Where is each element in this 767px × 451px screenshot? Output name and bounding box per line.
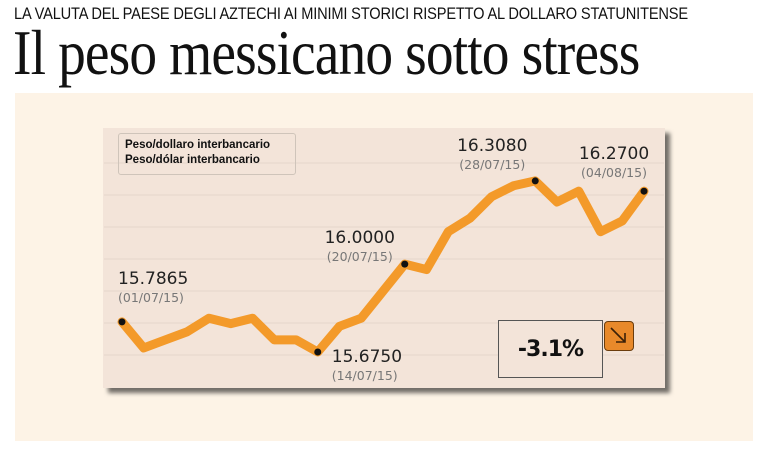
- legend: Peso/dollaro interbancario Peso/dólar in…: [118, 133, 296, 175]
- data-label-date: (28/07/15): [459, 157, 525, 172]
- data-label-value: 15.6750: [332, 347, 402, 367]
- data-label-value: 16.2700: [579, 144, 649, 164]
- data-label-date: (20/07/15): [327, 249, 393, 264]
- headline: Il peso messicano sotto stress: [13, 18, 640, 88]
- kicker: LA VALUTA DEL PAESE DEGLI AZTECHI AI MIN…: [14, 4, 688, 23]
- data-point-marker: [401, 260, 409, 268]
- data-label-value: 16.3080: [457, 136, 527, 156]
- data-label-date: (14/07/15): [332, 368, 398, 383]
- data-point-marker: [640, 187, 648, 195]
- data-point-marker: [314, 348, 322, 356]
- legend-label-it: Peso/dollaro interbancario: [125, 139, 271, 151]
- arrow-down-right-icon: [604, 321, 634, 351]
- data-point-marker: [531, 177, 539, 185]
- data-point-marker: [118, 318, 126, 326]
- change-badge: -3.1%: [498, 320, 603, 378]
- data-label-value: 15.7865: [118, 269, 188, 289]
- data-label-date: (04/08/15): [581, 165, 647, 180]
- series-line: [117, 176, 649, 357]
- data-label-value: 16.0000: [325, 228, 395, 248]
- legend-label-es: Peso/dólar interbancario: [125, 154, 260, 166]
- data-label-date: (01/07/15): [118, 290, 184, 305]
